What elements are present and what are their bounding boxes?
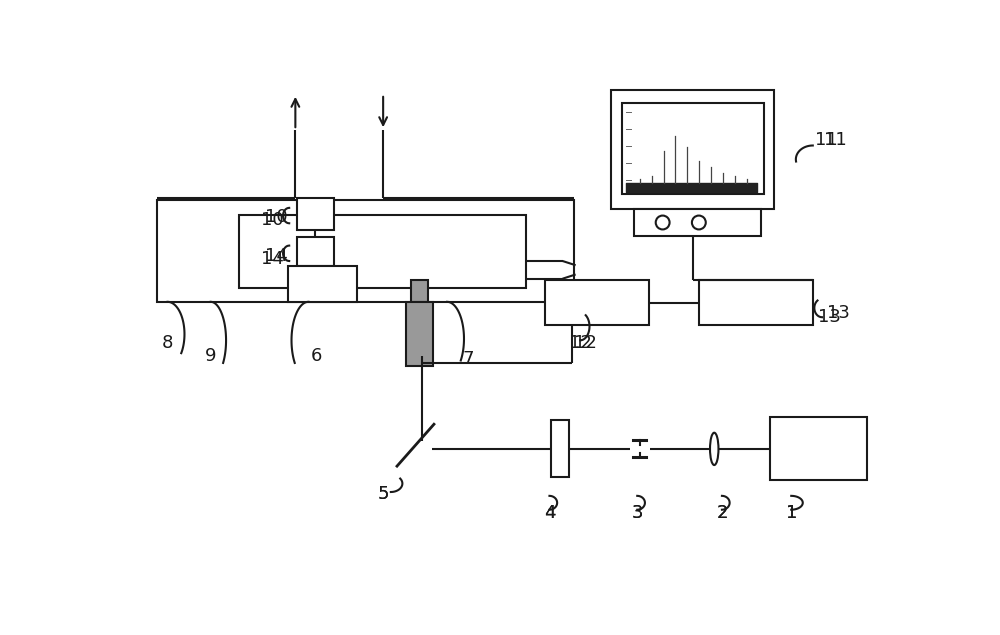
Circle shape [692, 215, 706, 229]
Text: 1: 1 [786, 504, 797, 522]
Text: 3: 3 [631, 504, 643, 522]
Text: 11: 11 [815, 131, 838, 149]
Bar [634, 210, 761, 236]
Text: 5: 5 [377, 485, 389, 504]
Bar [622, 103, 764, 194]
Bar [239, 215, 526, 288]
Text: 8: 8 [162, 335, 173, 352]
Text: 7: 7 [462, 350, 474, 368]
Bar [288, 267, 357, 302]
Text: 3: 3 [631, 504, 643, 522]
Text: 12: 12 [569, 335, 592, 352]
Bar [551, 420, 569, 478]
Bar [297, 198, 334, 231]
Bar [406, 302, 433, 366]
Circle shape [656, 215, 670, 229]
Text: 5: 5 [377, 485, 389, 504]
Text: 6: 6 [310, 347, 322, 364]
Bar [699, 280, 813, 325]
Bar [411, 280, 428, 302]
Text: 11: 11 [824, 131, 847, 149]
Bar [545, 280, 649, 325]
Bar [770, 417, 867, 481]
Text: 14: 14 [261, 250, 284, 268]
Ellipse shape [710, 432, 718, 465]
Text: 9: 9 [205, 347, 216, 364]
Bar [157, 200, 574, 302]
Text: 4: 4 [544, 504, 555, 522]
Bar [611, 90, 774, 210]
Text: 10: 10 [265, 208, 288, 226]
Text: 12: 12 [574, 335, 597, 352]
Text: 10: 10 [261, 211, 284, 229]
Text: 14: 14 [265, 246, 288, 265]
Text: 2: 2 [716, 504, 728, 522]
Text: 4: 4 [544, 504, 555, 522]
Text: 2: 2 [716, 504, 728, 522]
Text: 13: 13 [818, 308, 841, 326]
Bar [297, 237, 334, 267]
Text: 13: 13 [827, 304, 850, 321]
Text: 1: 1 [786, 504, 797, 522]
